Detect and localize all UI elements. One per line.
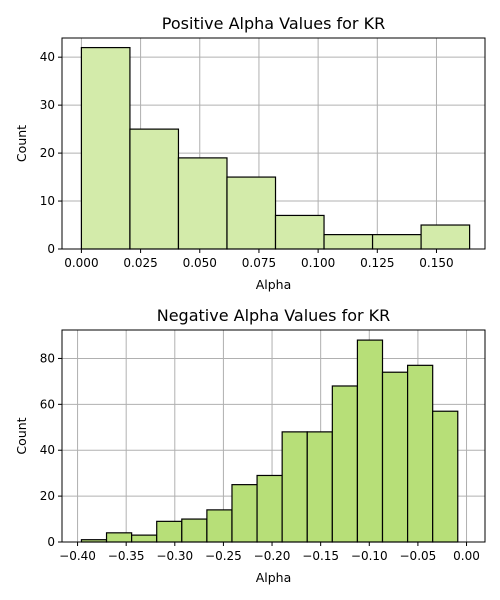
plot-frame — [61, 37, 486, 250]
y-axis-ticks: 0 20 40 60 80 — [40, 351, 62, 549]
x-tick-label: 0.025 — [123, 256, 157, 270]
y-tick-label: 80 — [40, 351, 55, 365]
histogram-bars — [80, 339, 459, 543]
histogram-bar — [231, 484, 258, 543]
x-tick-label: 0.00 — [453, 549, 480, 563]
histogram-bar — [206, 509, 233, 543]
histogram-bar — [80, 46, 131, 250]
y-tick-label: 30 — [40, 98, 55, 112]
y-axis-label: Count — [14, 125, 29, 162]
histogram-bar — [420, 224, 471, 250]
histogram-bar — [432, 410, 459, 543]
histogram-bar — [331, 385, 359, 543]
x-tick-label: −0.35 — [108, 549, 145, 563]
x-axis-label: Alpha — [256, 277, 292, 292]
histogram-bar — [156, 520, 183, 543]
x-tick-label: −0.40 — [59, 549, 96, 563]
x-tick-label: −0.20 — [254, 549, 291, 563]
positive-alpha-chart: Positive Alpha Values for KR 0.000 0.025 0… — [14, 14, 486, 292]
x-tick-label: −0.15 — [302, 549, 339, 563]
x-tick-label: −0.30 — [156, 549, 193, 563]
x-tick-label: −0.10 — [351, 549, 388, 563]
y-axis-ticks: 0 10 20 30 40 — [40, 50, 62, 256]
chart-title: Positive Alpha Values for KR — [162, 14, 385, 33]
x-axis-ticks: −0.40 −0.35 −0.30 −0.25 −0.20 −0.15 −0.10 −0.05… — [59, 542, 480, 563]
histogram-bar — [129, 128, 180, 250]
histogram-bar — [105, 532, 133, 543]
y-tick-label: 10 — [40, 194, 55, 208]
x-axis-label: Alpha — [256, 570, 292, 585]
x-tick-label: −0.05 — [400, 549, 437, 563]
y-tick-label: 0 — [47, 535, 55, 549]
histogram-bars — [80, 46, 471, 250]
x-tick-label: 0.150 — [419, 256, 453, 270]
histogram-bar — [256, 474, 283, 543]
histogram-bar — [131, 534, 158, 543]
x-tick-label: 0.050 — [183, 256, 217, 270]
y-tick-label: 60 — [40, 397, 55, 411]
histogram-bar — [274, 214, 325, 250]
histogram-bar — [406, 364, 434, 543]
y-tick-label: 40 — [40, 50, 55, 64]
histogram-bar — [371, 234, 422, 250]
histogram-bar — [177, 157, 228, 250]
y-tick-label: 20 — [40, 489, 55, 503]
x-axis-ticks: 0.000 0.025 0.050 0.075 0.100 0.125 0.150 — [64, 249, 454, 270]
y-axis-label: Count — [14, 417, 29, 454]
histogram-bar — [323, 234, 374, 250]
x-tick-label: 0.100 — [301, 256, 335, 270]
y-tick-label: 0 — [47, 242, 55, 256]
negative-alpha-chart: Negative Alpha Values for KR −0.40 −0.35−… — [14, 306, 486, 585]
histogram-bar — [281, 431, 308, 543]
histogram-bar — [381, 371, 409, 543]
histogram-bar — [306, 431, 333, 543]
x-tick-label: 0.075 — [242, 256, 276, 270]
histogram-bar — [356, 339, 384, 543]
plot-frame — [61, 329, 486, 543]
x-tick-label: −0.25 — [205, 549, 242, 563]
x-tick-label: 0.125 — [360, 256, 394, 270]
x-tick-label: 0.000 — [64, 256, 98, 270]
y-tick-label: 20 — [40, 146, 55, 160]
histogram-bar — [226, 176, 277, 250]
chart-title: Negative Alpha Values for KR — [157, 306, 391, 325]
histogram-bar — [181, 518, 208, 543]
y-tick-label: 40 — [40, 443, 55, 457]
